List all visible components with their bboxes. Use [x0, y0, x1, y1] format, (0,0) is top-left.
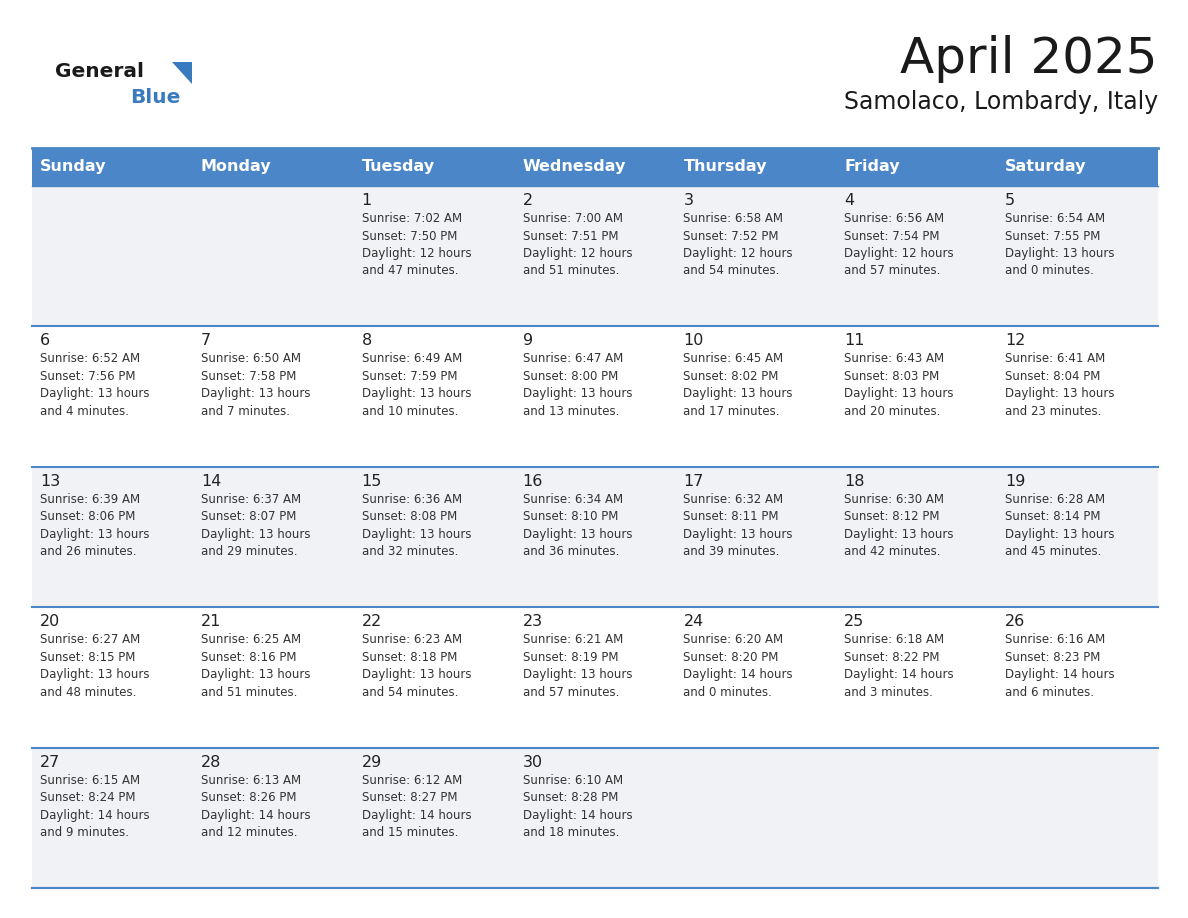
Text: Sunrise: 6:30 AM
Sunset: 8:12 PM
Daylight: 13 hours
and 42 minutes.: Sunrise: 6:30 AM Sunset: 8:12 PM Dayligh…	[845, 493, 954, 558]
Text: 15: 15	[361, 474, 383, 488]
Bar	[32, 607, 1158, 747]
Text: Sunrise: 6:54 AM
Sunset: 7:55 PM
Daylight: 13 hours
and 0 minutes.: Sunrise: 6:54 AM Sunset: 7:55 PM Dayligh…	[1005, 212, 1114, 277]
Polygon shape	[172, 62, 192, 84]
Text: Saturday: Saturday	[1005, 160, 1087, 174]
Text: Sunrise: 6:37 AM
Sunset: 8:07 PM
Daylight: 13 hours
and 29 minutes.: Sunrise: 6:37 AM Sunset: 8:07 PM Dayligh…	[201, 493, 310, 558]
Text: Monday: Monday	[201, 160, 272, 174]
Text: Blue: Blue	[129, 88, 181, 107]
Text: 18: 18	[845, 474, 865, 488]
Text: Sunrise: 6:16 AM
Sunset: 8:23 PM
Daylight: 14 hours
and 6 minutes.: Sunrise: 6:16 AM Sunset: 8:23 PM Dayligh…	[1005, 633, 1114, 699]
Text: Sunrise: 6:10 AM
Sunset: 8:28 PM
Daylight: 14 hours
and 18 minutes.: Sunrise: 6:10 AM Sunset: 8:28 PM Dayligh…	[523, 774, 632, 839]
Text: 10: 10	[683, 333, 703, 349]
Text: Sunday: Sunday	[40, 160, 107, 174]
Text: Sunrise: 6:41 AM
Sunset: 8:04 PM
Daylight: 13 hours
and 23 minutes.: Sunrise: 6:41 AM Sunset: 8:04 PM Dayligh…	[1005, 353, 1114, 418]
Text: Sunrise: 6:18 AM
Sunset: 8:22 PM
Daylight: 14 hours
and 3 minutes.: Sunrise: 6:18 AM Sunset: 8:22 PM Dayligh…	[845, 633, 954, 699]
Text: 17: 17	[683, 474, 703, 488]
Text: Sunrise: 6:23 AM
Sunset: 8:18 PM
Daylight: 13 hours
and 54 minutes.: Sunrise: 6:23 AM Sunset: 8:18 PM Dayligh…	[361, 633, 472, 699]
Text: Sunrise: 6:34 AM
Sunset: 8:10 PM
Daylight: 13 hours
and 36 minutes.: Sunrise: 6:34 AM Sunset: 8:10 PM Dayligh…	[523, 493, 632, 558]
Text: 11: 11	[845, 333, 865, 349]
Text: Samolaco, Lombardy, Italy: Samolaco, Lombardy, Italy	[843, 90, 1158, 114]
Text: Sunrise: 6:25 AM
Sunset: 8:16 PM
Daylight: 13 hours
and 51 minutes.: Sunrise: 6:25 AM Sunset: 8:16 PM Dayligh…	[201, 633, 310, 699]
Text: 26: 26	[1005, 614, 1025, 629]
Text: 28: 28	[201, 755, 221, 769]
Text: Sunrise: 6:28 AM
Sunset: 8:14 PM
Daylight: 13 hours
and 45 minutes.: Sunrise: 6:28 AM Sunset: 8:14 PM Dayligh…	[1005, 493, 1114, 558]
Text: Sunrise: 6:20 AM
Sunset: 8:20 PM
Daylight: 14 hours
and 0 minutes.: Sunrise: 6:20 AM Sunset: 8:20 PM Dayligh…	[683, 633, 794, 699]
Text: 29: 29	[361, 755, 383, 769]
Text: 8: 8	[361, 333, 372, 349]
Text: Sunrise: 6:32 AM
Sunset: 8:11 PM
Daylight: 13 hours
and 39 minutes.: Sunrise: 6:32 AM Sunset: 8:11 PM Dayligh…	[683, 493, 792, 558]
Text: Sunrise: 6:47 AM
Sunset: 8:00 PM
Daylight: 13 hours
and 13 minutes.: Sunrise: 6:47 AM Sunset: 8:00 PM Dayligh…	[523, 353, 632, 418]
Text: 5: 5	[1005, 193, 1016, 208]
Text: Friday: Friday	[845, 160, 901, 174]
Text: 7: 7	[201, 333, 211, 349]
Text: General: General	[55, 62, 144, 81]
Text: Sunrise: 6:56 AM
Sunset: 7:54 PM
Daylight: 12 hours
and 57 minutes.: Sunrise: 6:56 AM Sunset: 7:54 PM Dayligh…	[845, 212, 954, 277]
Text: Sunrise: 7:02 AM
Sunset: 7:50 PM
Daylight: 12 hours
and 47 minutes.: Sunrise: 7:02 AM Sunset: 7:50 PM Dayligh…	[361, 212, 472, 277]
Text: 12: 12	[1005, 333, 1025, 349]
Text: 20: 20	[40, 614, 61, 629]
Text: Sunrise: 6:27 AM
Sunset: 8:15 PM
Daylight: 13 hours
and 48 minutes.: Sunrise: 6:27 AM Sunset: 8:15 PM Dayligh…	[40, 633, 150, 699]
Text: 9: 9	[523, 333, 532, 349]
Text: Sunrise: 6:52 AM
Sunset: 7:56 PM
Daylight: 13 hours
and 4 minutes.: Sunrise: 6:52 AM Sunset: 7:56 PM Dayligh…	[40, 353, 150, 418]
Text: 25: 25	[845, 614, 865, 629]
Text: 6: 6	[40, 333, 50, 349]
Text: Sunrise: 6:13 AM
Sunset: 8:26 PM
Daylight: 14 hours
and 12 minutes.: Sunrise: 6:13 AM Sunset: 8:26 PM Dayligh…	[201, 774, 310, 839]
Text: 3: 3	[683, 193, 694, 208]
Text: 14: 14	[201, 474, 221, 488]
Text: Sunrise: 6:15 AM
Sunset: 8:24 PM
Daylight: 14 hours
and 9 minutes.: Sunrise: 6:15 AM Sunset: 8:24 PM Dayligh…	[40, 774, 150, 839]
Text: Thursday: Thursday	[683, 160, 767, 174]
Bar	[32, 327, 1158, 466]
Text: Sunrise: 6:58 AM
Sunset: 7:52 PM
Daylight: 12 hours
and 54 minutes.: Sunrise: 6:58 AM Sunset: 7:52 PM Dayligh…	[683, 212, 794, 277]
Bar	[32, 466, 1158, 607]
Text: 4: 4	[845, 193, 854, 208]
Text: 1: 1	[361, 193, 372, 208]
Bar	[32, 186, 1158, 327]
Text: 16: 16	[523, 474, 543, 488]
Text: 19: 19	[1005, 474, 1025, 488]
Text: 27: 27	[40, 755, 61, 769]
Text: Wednesday: Wednesday	[523, 160, 626, 174]
Text: Sunrise: 6:36 AM
Sunset: 8:08 PM
Daylight: 13 hours
and 32 minutes.: Sunrise: 6:36 AM Sunset: 8:08 PM Dayligh…	[361, 493, 472, 558]
Text: Sunrise: 6:21 AM
Sunset: 8:19 PM
Daylight: 13 hours
and 57 minutes.: Sunrise: 6:21 AM Sunset: 8:19 PM Dayligh…	[523, 633, 632, 699]
Text: 2: 2	[523, 193, 532, 208]
Text: Sunrise: 6:45 AM
Sunset: 8:02 PM
Daylight: 13 hours
and 17 minutes.: Sunrise: 6:45 AM Sunset: 8:02 PM Dayligh…	[683, 353, 792, 418]
Text: Sunrise: 6:50 AM
Sunset: 7:58 PM
Daylight: 13 hours
and 7 minutes.: Sunrise: 6:50 AM Sunset: 7:58 PM Dayligh…	[201, 353, 310, 418]
Text: 22: 22	[361, 614, 383, 629]
Text: Sunrise: 7:00 AM
Sunset: 7:51 PM
Daylight: 12 hours
and 51 minutes.: Sunrise: 7:00 AM Sunset: 7:51 PM Dayligh…	[523, 212, 632, 277]
Text: 21: 21	[201, 614, 221, 629]
Text: Tuesday: Tuesday	[361, 160, 435, 174]
Text: 24: 24	[683, 614, 703, 629]
Text: Sunrise: 6:39 AM
Sunset: 8:06 PM
Daylight: 13 hours
and 26 minutes.: Sunrise: 6:39 AM Sunset: 8:06 PM Dayligh…	[40, 493, 150, 558]
Bar	[32, 747, 1158, 888]
Text: Sunrise: 6:49 AM
Sunset: 7:59 PM
Daylight: 13 hours
and 10 minutes.: Sunrise: 6:49 AM Sunset: 7:59 PM Dayligh…	[361, 353, 472, 418]
Text: Sunrise: 6:12 AM
Sunset: 8:27 PM
Daylight: 14 hours
and 15 minutes.: Sunrise: 6:12 AM Sunset: 8:27 PM Dayligh…	[361, 774, 472, 839]
Text: 23: 23	[523, 614, 543, 629]
Text: 13: 13	[40, 474, 61, 488]
Bar	[32, 148, 1158, 186]
Text: Sunrise: 6:43 AM
Sunset: 8:03 PM
Daylight: 13 hours
and 20 minutes.: Sunrise: 6:43 AM Sunset: 8:03 PM Dayligh…	[845, 353, 954, 418]
Text: April 2025: April 2025	[901, 35, 1158, 83]
Text: 30: 30	[523, 755, 543, 769]
